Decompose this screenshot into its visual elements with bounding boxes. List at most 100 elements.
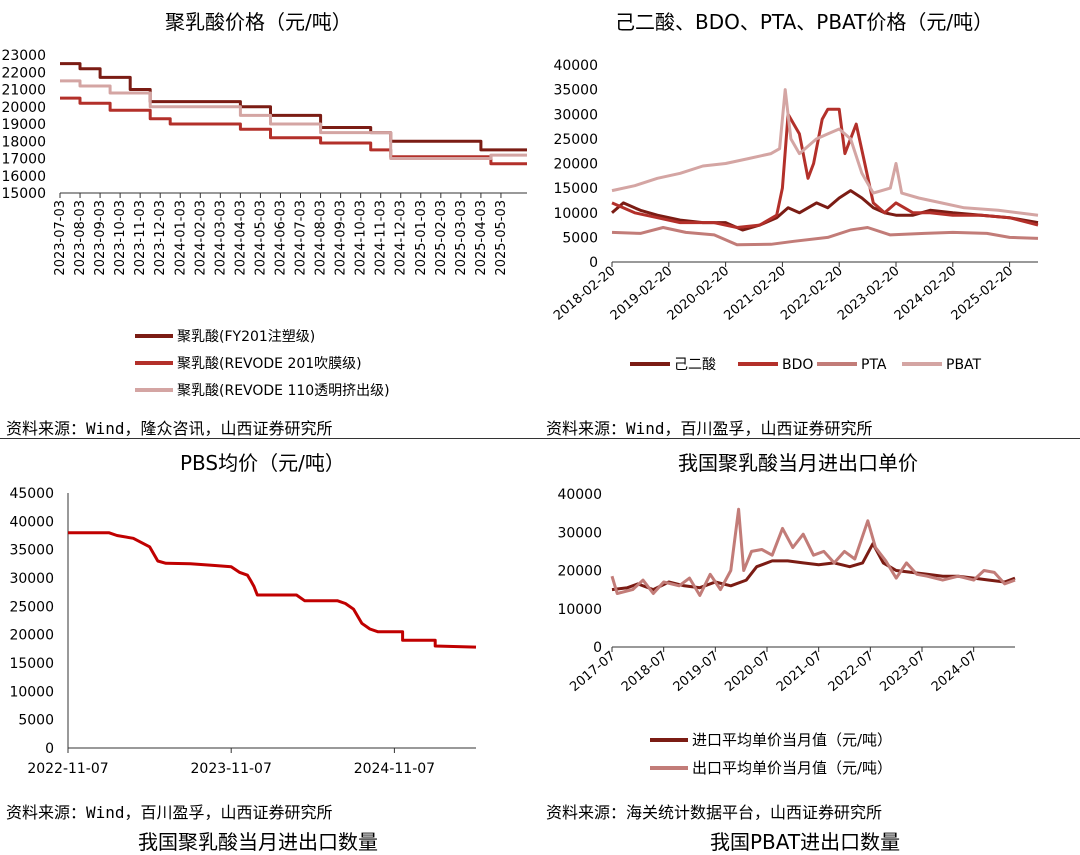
legend-label: PBAT	[946, 357, 982, 373]
y-tick-label: 35000	[553, 83, 598, 99]
x-tick-label: 2024-09-03	[334, 200, 349, 276]
y-tick-label: 20000	[1, 100, 46, 116]
x-tick-label: 2025-02-20	[949, 264, 1017, 324]
y-tick-label: 20000	[557, 564, 602, 580]
x-tick-label: 2021-07	[774, 649, 825, 695]
x-tick-label: 2025-03-03	[454, 200, 469, 276]
legend-label: 聚乳酸(FY201注塑级)	[177, 329, 315, 345]
x-tick-label: 2022-02-20	[778, 264, 846, 324]
legend-label: 己二酸	[674, 357, 716, 373]
x-tick-label: 2019-07	[671, 649, 722, 695]
x-tick-label: 2024-01-03	[173, 200, 188, 276]
chart-title-pbs-price: PBS均价（元/吨）	[180, 451, 345, 475]
y-tick-label: 20000	[9, 628, 54, 644]
y-tick-label: 5000	[18, 713, 54, 729]
x-tick-label: 2024-10-03	[354, 200, 369, 276]
x-tick-label: 2025-01-03	[414, 200, 429, 276]
x-tick-label: 2022-07	[826, 649, 877, 695]
legend-label: BDO	[782, 357, 813, 373]
x-tick-label: 2024-06-03	[273, 200, 288, 276]
x-tick-label: 2023-02-20	[835, 264, 903, 324]
series-line-聚乳酸(REVODE 201吹膜级)	[60, 96, 527, 166]
x-tick-label: 2023-10-03	[113, 200, 128, 276]
legend-label: 进口平均单价当月值（元/吨）	[692, 731, 892, 749]
x-tick-label: 2020-07	[722, 649, 773, 695]
x-tick-label: 2024-07	[929, 649, 980, 695]
x-tick-label: 2023-12-03	[153, 200, 168, 276]
y-tick-label: 40000	[557, 487, 602, 503]
x-tick-label: 2024-12-03	[394, 200, 409, 276]
y-tick-label: 40000	[553, 58, 598, 74]
legend-label: 出口平均单价当月值（元/吨）	[692, 759, 892, 777]
x-tick-label: 2024-07-03	[294, 200, 309, 276]
y-tick-label: 17000	[1, 152, 46, 168]
panel-divider	[0, 438, 1080, 439]
x-tick-label: 2023-09-03	[93, 200, 108, 276]
x-tick-label: 2023-11-07	[191, 761, 272, 777]
next-section-title-2: 我国PBAT进出口数量	[710, 830, 901, 854]
y-tick-label: 25000	[553, 132, 598, 148]
y-tick-label: 15000	[1, 186, 46, 202]
x-tick-label: 2022-11-07	[27, 761, 108, 777]
x-tick-label: 2018-07	[619, 649, 670, 695]
y-tick-label: 20000	[553, 157, 598, 173]
series-line-己二酸	[611, 189, 1039, 232]
legend-label: PTA	[861, 357, 887, 373]
y-tick-label: 23000	[1, 48, 46, 64]
y-tick-label: 16000	[1, 169, 46, 185]
source-note-2: 资料来源：Wind，百川盈孚，山西证券研究所	[546, 419, 873, 438]
x-tick-label: 2024-11-07	[354, 761, 435, 777]
y-tick-label: 45000	[9, 486, 54, 502]
legend-label: 聚乳酸(REVODE 110透明挤出级)	[177, 383, 390, 399]
y-tick-label: 19000	[1, 117, 46, 133]
source-note-4: 资料来源：海关统计数据平台，山西证券研究所	[546, 803, 883, 822]
x-tick-label: 2023-07-03	[53, 200, 68, 276]
y-tick-label: 0	[593, 640, 602, 656]
x-tick-label: 2024-08-03	[314, 200, 329, 276]
y-tick-label: 21000	[1, 83, 46, 99]
series-line-pbs	[68, 531, 477, 649]
y-tick-label: 10000	[553, 206, 598, 222]
series-line-BDO	[611, 107, 1039, 229]
series-line-出口平均单价当月值（元/吨）	[610, 507, 1016, 597]
x-tick-label: 2025-02-03	[434, 200, 449, 276]
y-tick-label: 0	[45, 741, 54, 757]
y-tick-label: 15000	[9, 656, 54, 672]
series-line-PBAT	[611, 88, 1039, 217]
x-tick-label: 2024-05-03	[253, 200, 268, 276]
x-tick-label: 2024-02-20	[892, 264, 960, 324]
series-line-PTA	[611, 226, 1039, 247]
y-tick-label: 10000	[9, 684, 54, 700]
x-tick-label: 2025-05-03	[494, 200, 509, 276]
legend-label: 聚乳酸(REVODE 201吹膜级)	[177, 356, 362, 372]
x-tick-label: 2023-07	[877, 649, 928, 695]
source-note-3: 资料来源：Wind，百川盈孚，山西证券研究所	[6, 803, 333, 822]
y-tick-label: 25000	[9, 599, 54, 615]
x-tick-label: 2024-03-03	[213, 200, 228, 276]
chart-title-pla-price: 聚乳酸价格（元/吨）	[165, 10, 352, 34]
y-tick-label: 5000	[562, 230, 598, 246]
y-tick-label: 22000	[1, 65, 46, 81]
y-tick-label: 30000	[553, 107, 598, 123]
x-tick-label: 2024-02-03	[193, 200, 208, 276]
x-tick-label: 2023-11-03	[133, 200, 148, 276]
x-tick-label: 2024-11-03	[374, 200, 389, 276]
x-tick-label: 2020-02-20	[665, 264, 733, 324]
next-section-title-1: 我国聚乳酸当月进出口数量	[138, 830, 378, 854]
chart-title-pla-trade-price: 我国聚乳酸当月进出口单价	[678, 451, 918, 475]
x-tick-label: 2024-04-03	[233, 200, 248, 276]
x-tick-label: 2025-04-03	[474, 200, 489, 276]
x-tick-label: 2021-02-20	[721, 264, 789, 324]
y-tick-label: 18000	[1, 134, 46, 150]
y-tick-label: 10000	[557, 602, 602, 618]
y-tick-label: 35000	[9, 543, 54, 559]
y-tick-label: 30000	[557, 525, 602, 541]
series-line-聚乳酸(REVODE 110透明挤出级)	[60, 79, 527, 160]
x-tick-label: 2019-02-20	[608, 264, 676, 324]
x-tick-label: 2023-08-03	[73, 200, 88, 276]
y-tick-label: 0	[589, 255, 598, 271]
source-note-1: 资料来源：Wind，隆众咨讯，山西证券研究所	[6, 419, 333, 438]
chart-title-raw-materials: 己二酸、BDO、PTA、PBAT价格（元/吨）	[615, 10, 994, 34]
y-tick-label: 40000	[9, 514, 54, 530]
